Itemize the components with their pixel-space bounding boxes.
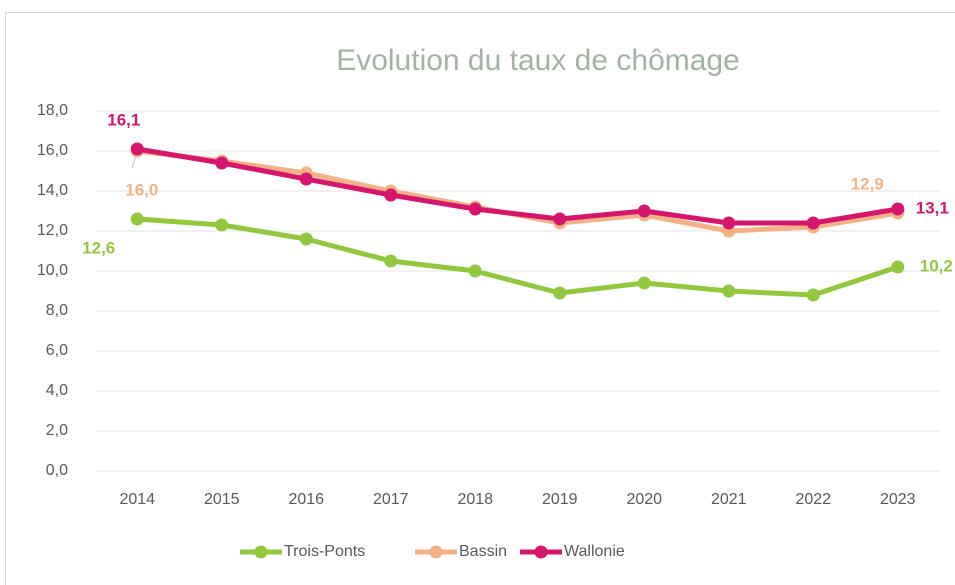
y-tick-label: 0,0: [46, 462, 68, 479]
y-tick-label: 16,0: [37, 142, 68, 159]
chart-frame: [5, 12, 955, 585]
data-point: [806, 288, 820, 302]
data-point: [215, 218, 229, 232]
data-point: [299, 172, 313, 186]
data-label: 12,9: [851, 174, 884, 193]
y-tick-label: 10,0: [37, 262, 68, 279]
legend-label: Trois-Ponts: [284, 543, 365, 560]
x-tick-label: 2022: [795, 491, 831, 508]
y-tick-label: 4,0: [46, 382, 68, 399]
legend-label: Wallonie: [564, 543, 625, 560]
data-point: [384, 188, 398, 202]
data-point: [384, 254, 398, 268]
x-tick-label: 2016: [288, 491, 324, 508]
data-point: [637, 276, 651, 290]
series-line: [137, 216, 899, 298]
x-tick-label: 2020: [626, 491, 662, 508]
x-tick-label: 2019: [542, 491, 578, 508]
data-point: [891, 260, 905, 274]
legend-label: Bassin: [459, 543, 507, 560]
x-tick-label: 2021: [711, 491, 747, 508]
legend-swatch-marker: [429, 545, 443, 559]
data-point: [553, 286, 567, 300]
data-point: [722, 284, 736, 298]
data-label: 16,0: [125, 180, 158, 199]
data-point: [215, 156, 229, 170]
data-label: 10,2: [920, 256, 953, 275]
leader-line: [131, 155, 137, 169]
data-label: 12,6: [82, 238, 115, 257]
series-line: [136, 146, 899, 226]
x-tick-label: 2015: [204, 491, 240, 508]
y-tick-label: 2,0: [46, 422, 68, 439]
data-point: [891, 202, 905, 216]
chart-title: Evolution du taux de chômage: [336, 44, 740, 77]
data-point: [722, 216, 736, 230]
y-tick-label: 12,0: [37, 222, 68, 239]
x-tick-label: 2014: [119, 491, 155, 508]
x-tick-label: 2017: [373, 491, 409, 508]
y-tick-label: 8,0: [46, 302, 68, 319]
x-tick-label: 2023: [880, 491, 916, 508]
data-point: [130, 212, 144, 226]
legend-swatch-marker: [254, 545, 268, 559]
y-tick-label: 14,0: [37, 182, 68, 199]
x-tick-label: 2018: [457, 491, 493, 508]
legend-swatch-marker: [534, 545, 548, 559]
data-point: [299, 232, 313, 246]
data-label: 16,1: [107, 110, 140, 129]
data-point: [553, 212, 567, 226]
data-point: [130, 142, 144, 156]
data-label: 13,1: [916, 198, 949, 217]
data-point: [806, 216, 820, 230]
y-tick-label: 6,0: [46, 342, 68, 359]
data-point: [637, 204, 651, 218]
data-point: [468, 202, 482, 216]
data-point: [468, 264, 482, 278]
y-tick-label: 18,0: [37, 102, 68, 119]
